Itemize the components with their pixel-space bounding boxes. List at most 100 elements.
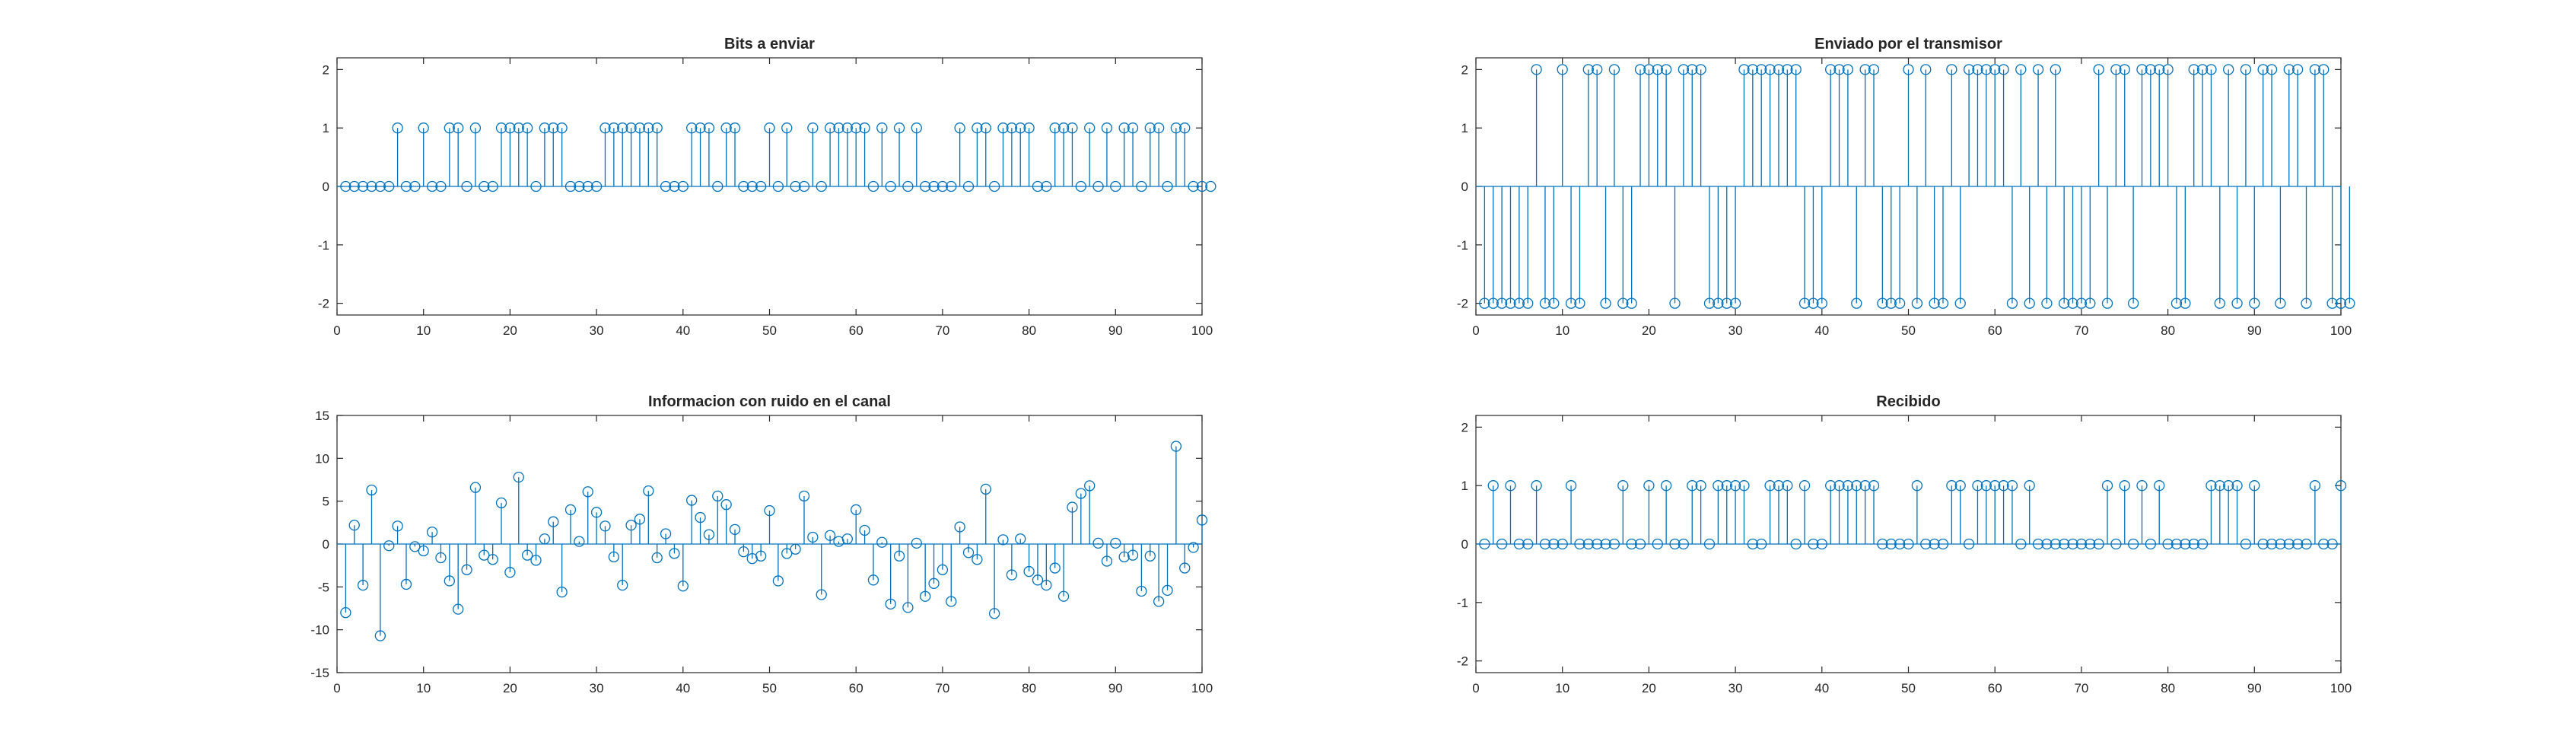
bits-a-enviar-marker bbox=[426, 180, 438, 193]
recibido-marker bbox=[1522, 538, 1534, 550]
enviado-por-el-transmisor-marker bbox=[1539, 298, 1551, 309]
bits-a-enviar-marker bbox=[764, 123, 775, 134]
informacion-con-ruido-marker bbox=[426, 527, 438, 538]
informacion-con-ruido-marker bbox=[530, 555, 542, 566]
informacion-con-ruido-marker bbox=[712, 490, 724, 502]
bits-a-enviar-marker bbox=[1110, 180, 1121, 193]
bits-a-enviar-marker bbox=[946, 180, 957, 193]
informacion-con-ruido-marker bbox=[660, 528, 672, 539]
bits-a-enviar-marker bbox=[556, 123, 568, 134]
informacion-con-ruido-marker bbox=[453, 603, 464, 615]
bits-a-enviar-marker bbox=[374, 180, 386, 193]
informacion-con-ruido-ytick-label: -10 bbox=[310, 623, 329, 638]
bits-a-enviar-xtick-label: 40 bbox=[676, 323, 690, 338]
bits-a-enviar-marker bbox=[660, 180, 672, 193]
recibido-marker bbox=[2223, 480, 2234, 492]
informacion-con-ruido-marker bbox=[686, 495, 698, 506]
informacion-con-ruido-xtick-label: 90 bbox=[1108, 681, 1123, 695]
enviado-por-el-transmisor-marker bbox=[2006, 298, 2018, 309]
informacion-con-ruido-marker bbox=[1032, 574, 1044, 586]
informacion-con-ruido-marker bbox=[495, 497, 507, 509]
enviado-por-el-transmisor-marker bbox=[2249, 298, 2260, 309]
enviado-por-el-transmisor-marker bbox=[2136, 64, 2148, 75]
recibido-marker bbox=[1963, 538, 1975, 550]
recibido-xtick-label: 30 bbox=[1728, 681, 1743, 695]
recibido-marker bbox=[2075, 538, 2088, 550]
bits-a-enviar-marker bbox=[1118, 123, 1130, 134]
enviado-por-el-transmisor-xtick-label: 20 bbox=[1642, 323, 1656, 338]
enviado-por-el-transmisor-marker bbox=[1600, 298, 1611, 309]
informacion-con-ruido-marker bbox=[677, 581, 689, 592]
bits-a-enviar-xtick-label: 0 bbox=[333, 323, 340, 338]
recibido-marker bbox=[1608, 538, 1620, 550]
recibido-marker bbox=[2136, 480, 2148, 492]
enviado-por-el-transmisor-marker bbox=[1782, 64, 1793, 75]
recibido-marker bbox=[1920, 538, 1932, 550]
bits-a-enviar-marker bbox=[435, 180, 447, 193]
recibido-marker bbox=[1894, 538, 1906, 550]
enviado-por-el-transmisor-marker bbox=[1626, 298, 1637, 309]
informacion-con-ruido-marker bbox=[643, 485, 654, 497]
bits-a-enviar-marker bbox=[980, 123, 991, 134]
informacion-con-ruido-xtick-label: 10 bbox=[416, 681, 431, 695]
recibido-marker bbox=[1877, 538, 1888, 550]
enviado-por-el-transmisor-marker bbox=[2024, 298, 2035, 309]
enviado-por-el-transmisor-marker bbox=[1773, 64, 1785, 75]
bits-a-enviar-marker bbox=[617, 123, 628, 134]
recibido-marker bbox=[2206, 480, 2217, 492]
recibido-marker bbox=[2188, 538, 2199, 550]
recibido-marker bbox=[1600, 538, 1611, 550]
enviado-por-el-transmisor-marker bbox=[2145, 64, 2157, 75]
recibido-marker bbox=[2032, 538, 2044, 550]
enviado-por-el-transmisor-marker bbox=[1531, 64, 1542, 75]
enviado-por-el-transmisor-ytick-label: 0 bbox=[1461, 180, 1468, 194]
recibido-marker bbox=[1808, 538, 1819, 550]
bits-a-enviar-marker bbox=[841, 123, 853, 134]
bits-a-enviar-marker bbox=[962, 180, 975, 193]
bits-a-enviar-marker bbox=[790, 180, 801, 193]
bits-a-enviar-marker bbox=[504, 123, 516, 134]
informacion-con-ruido-marker bbox=[1067, 501, 1078, 513]
informacion-con-ruido-xtick-label: 50 bbox=[762, 681, 777, 695]
enviado-por-el-transmisor-marker bbox=[1946, 64, 1957, 75]
recibido-marker bbox=[2050, 538, 2061, 550]
bits-a-enviar-marker bbox=[634, 123, 646, 134]
enviado-por-el-transmisor-marker bbox=[1903, 64, 1914, 75]
bits-a-enviar-marker bbox=[669, 180, 680, 193]
bits-a-enviar-marker bbox=[1170, 123, 1182, 134]
informacion-con-ruido-marker bbox=[1023, 565, 1035, 578]
bits-a-enviar-marker bbox=[400, 180, 412, 193]
bits-a-enviar-marker bbox=[798, 180, 810, 193]
informacion-con-ruido-marker bbox=[781, 548, 793, 559]
enviado-por-el-transmisor-xtick-label: 30 bbox=[1728, 323, 1743, 338]
enviado-por-el-transmisor-marker bbox=[2196, 64, 2209, 75]
recibido-marker bbox=[1859, 480, 1871, 492]
bits-a-enviar-marker bbox=[1032, 180, 1044, 193]
enviado-por-el-transmisor-ytick-label: -1 bbox=[1457, 238, 1468, 253]
enviado-por-el-transmisor-marker bbox=[1713, 298, 1724, 309]
recibido-ytick-label: 2 bbox=[1461, 420, 1468, 434]
recibido-marker bbox=[2024, 480, 2035, 492]
informacion-con-ruido-marker bbox=[851, 504, 862, 516]
bits-a-enviar-marker bbox=[340, 180, 351, 193]
enviado-por-el-transmisor-marker bbox=[2050, 64, 2061, 75]
enviado-por-el-transmisor-marker bbox=[1513, 298, 1525, 309]
recibido-marker bbox=[1972, 480, 1983, 492]
recibido-marker bbox=[1989, 480, 2001, 492]
bits-a-enviar-marker bbox=[1023, 123, 1035, 134]
recibido-marker bbox=[1790, 538, 1802, 550]
informacion-con-ruido-xtick-label: 0 bbox=[333, 681, 340, 695]
informacion-con-ruido-marker bbox=[348, 520, 360, 531]
informacion-con-ruido-marker bbox=[1136, 585, 1147, 597]
enviado-por-el-transmisor-ytick-label: 1 bbox=[1461, 121, 1468, 135]
enviado-por-el-transmisor-marker bbox=[1496, 298, 1508, 309]
bits-a-enviar-marker bbox=[461, 180, 472, 193]
informacion-con-ruido-marker bbox=[487, 554, 498, 565]
recibido-marker bbox=[1825, 480, 1837, 492]
bits-a-enviar-marker bbox=[1188, 180, 1199, 193]
informacion-con-ruido-marker bbox=[617, 579, 628, 591]
bits-a-enviar-marker bbox=[530, 180, 542, 193]
bits-a-enviar-axes: Bits a enviar 0 10 20 30 40 50 60 70 80 90 100 -2 -1 0… bbox=[318, 36, 1216, 338]
informacion-con-ruido-marker bbox=[1092, 537, 1104, 549]
